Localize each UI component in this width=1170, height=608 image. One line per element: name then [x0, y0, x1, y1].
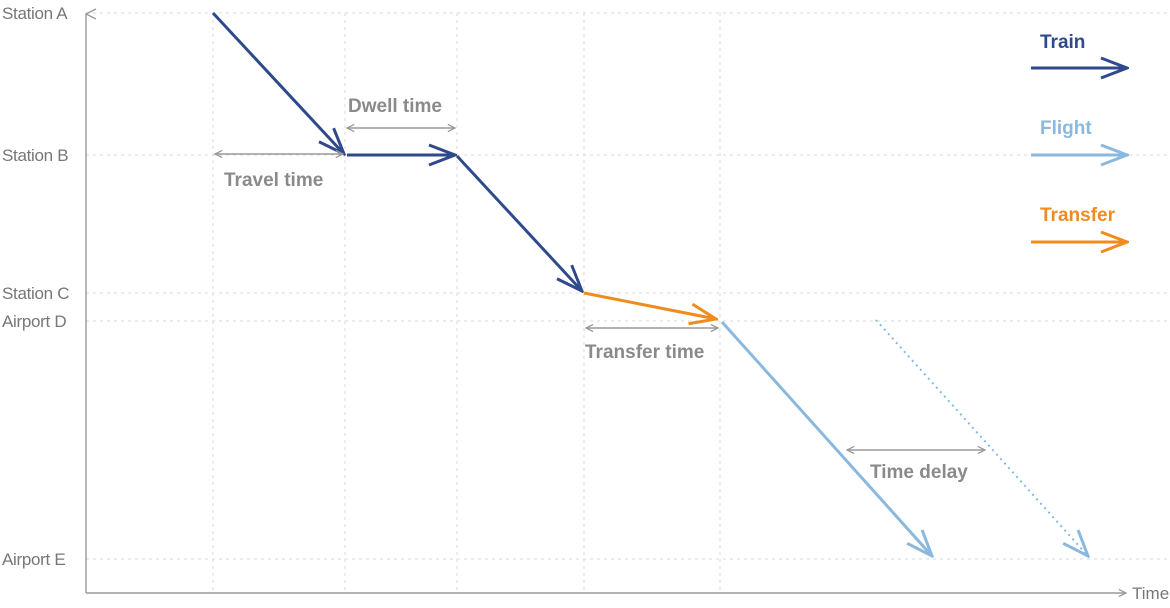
legend-label-train: Train — [1040, 32, 1085, 53]
annotation-labels: Travel time Dwell time Transfer time Tim… — [224, 96, 968, 483]
legend-label-transfer: Transfer — [1040, 205, 1116, 226]
transfer-time-label: Transfer time — [585, 342, 704, 363]
station-label-b: Station B — [2, 146, 68, 165]
transfer-segment-c-to-d — [583, 291, 716, 319]
train-path — [211, 11, 582, 291]
vertical-grid — [212, 13, 721, 593]
station-label-c: Station C — [2, 284, 69, 303]
flight-segment-d-to-e — [720, 320, 932, 556]
legend-label-flight: Flight — [1040, 118, 1092, 139]
time-delay-label: Time delay — [870, 462, 968, 483]
airport-label-e: Airport E — [2, 550, 65, 569]
dwell-time-label: Dwell time — [348, 96, 442, 117]
x-axis-label: Time — [1132, 584, 1169, 603]
train-segment-a-to-b — [211, 11, 344, 154]
train-segment-b-to-c — [455, 154, 582, 291]
dimension-markers — [215, 128, 985, 450]
station-labels: Station A Station B Station C Airport D … — [2, 4, 70, 569]
flight-path — [720, 319, 1088, 556]
airport-label-d: Airport D — [2, 312, 66, 331]
horizontal-grid — [86, 12, 1168, 560]
delayed-flight-segment — [875, 319, 1088, 556]
legend: Train Flight Transfer — [1031, 32, 1127, 242]
station-label-a: Station A — [2, 4, 68, 23]
travel-time-label: Travel time — [224, 170, 323, 191]
